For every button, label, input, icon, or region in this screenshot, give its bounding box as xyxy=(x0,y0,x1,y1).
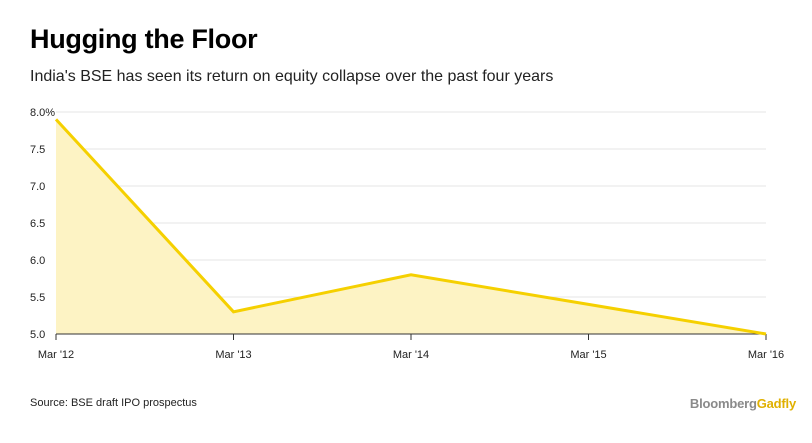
axis-layer xyxy=(55,333,767,340)
x-tick-label: Mar '12 xyxy=(38,349,74,361)
x-tick-label: Mar '16 xyxy=(748,349,784,361)
y-tick-label: 6.0 xyxy=(30,255,45,267)
y-tick-label: 5.0 xyxy=(30,329,45,341)
brand-logo: BloombergGadfly xyxy=(690,396,796,411)
y-tick-label: 6.5 xyxy=(30,218,45,230)
chart-subtitle: India's BSE has seen its return on equit… xyxy=(30,68,554,85)
x-tick-label: Mar '13 xyxy=(215,349,251,361)
chart-title: Hugging the Floor xyxy=(30,24,258,54)
brand-primary: Bloomberg xyxy=(689,396,757,411)
data-point xyxy=(232,310,236,314)
y-tick-label: 8.0% xyxy=(30,107,55,119)
data-point xyxy=(409,273,413,277)
source-note: Source: BSE draft IPO prospectus xyxy=(30,397,197,409)
brand-secondary: Gadfly xyxy=(756,396,796,411)
label-layer: 5.0 5.5 6.0 6.5 7.0 7.5 8.0% Mar '12 Mar '13 Mar … xyxy=(30,107,784,361)
x-tick-label: Mar '14 xyxy=(393,349,429,361)
area-layer xyxy=(56,119,766,335)
area-fill xyxy=(56,119,766,335)
data-point xyxy=(587,302,591,306)
x-tick-label: Mar '15 xyxy=(570,349,606,361)
line-layer xyxy=(54,118,768,336)
series-line xyxy=(54,118,767,336)
y-tick-label: 7.0 xyxy=(30,181,45,193)
y-tick-label: 5.5 xyxy=(30,292,45,304)
data-point xyxy=(764,332,768,336)
y-tick-label: 7.5 xyxy=(30,144,45,156)
